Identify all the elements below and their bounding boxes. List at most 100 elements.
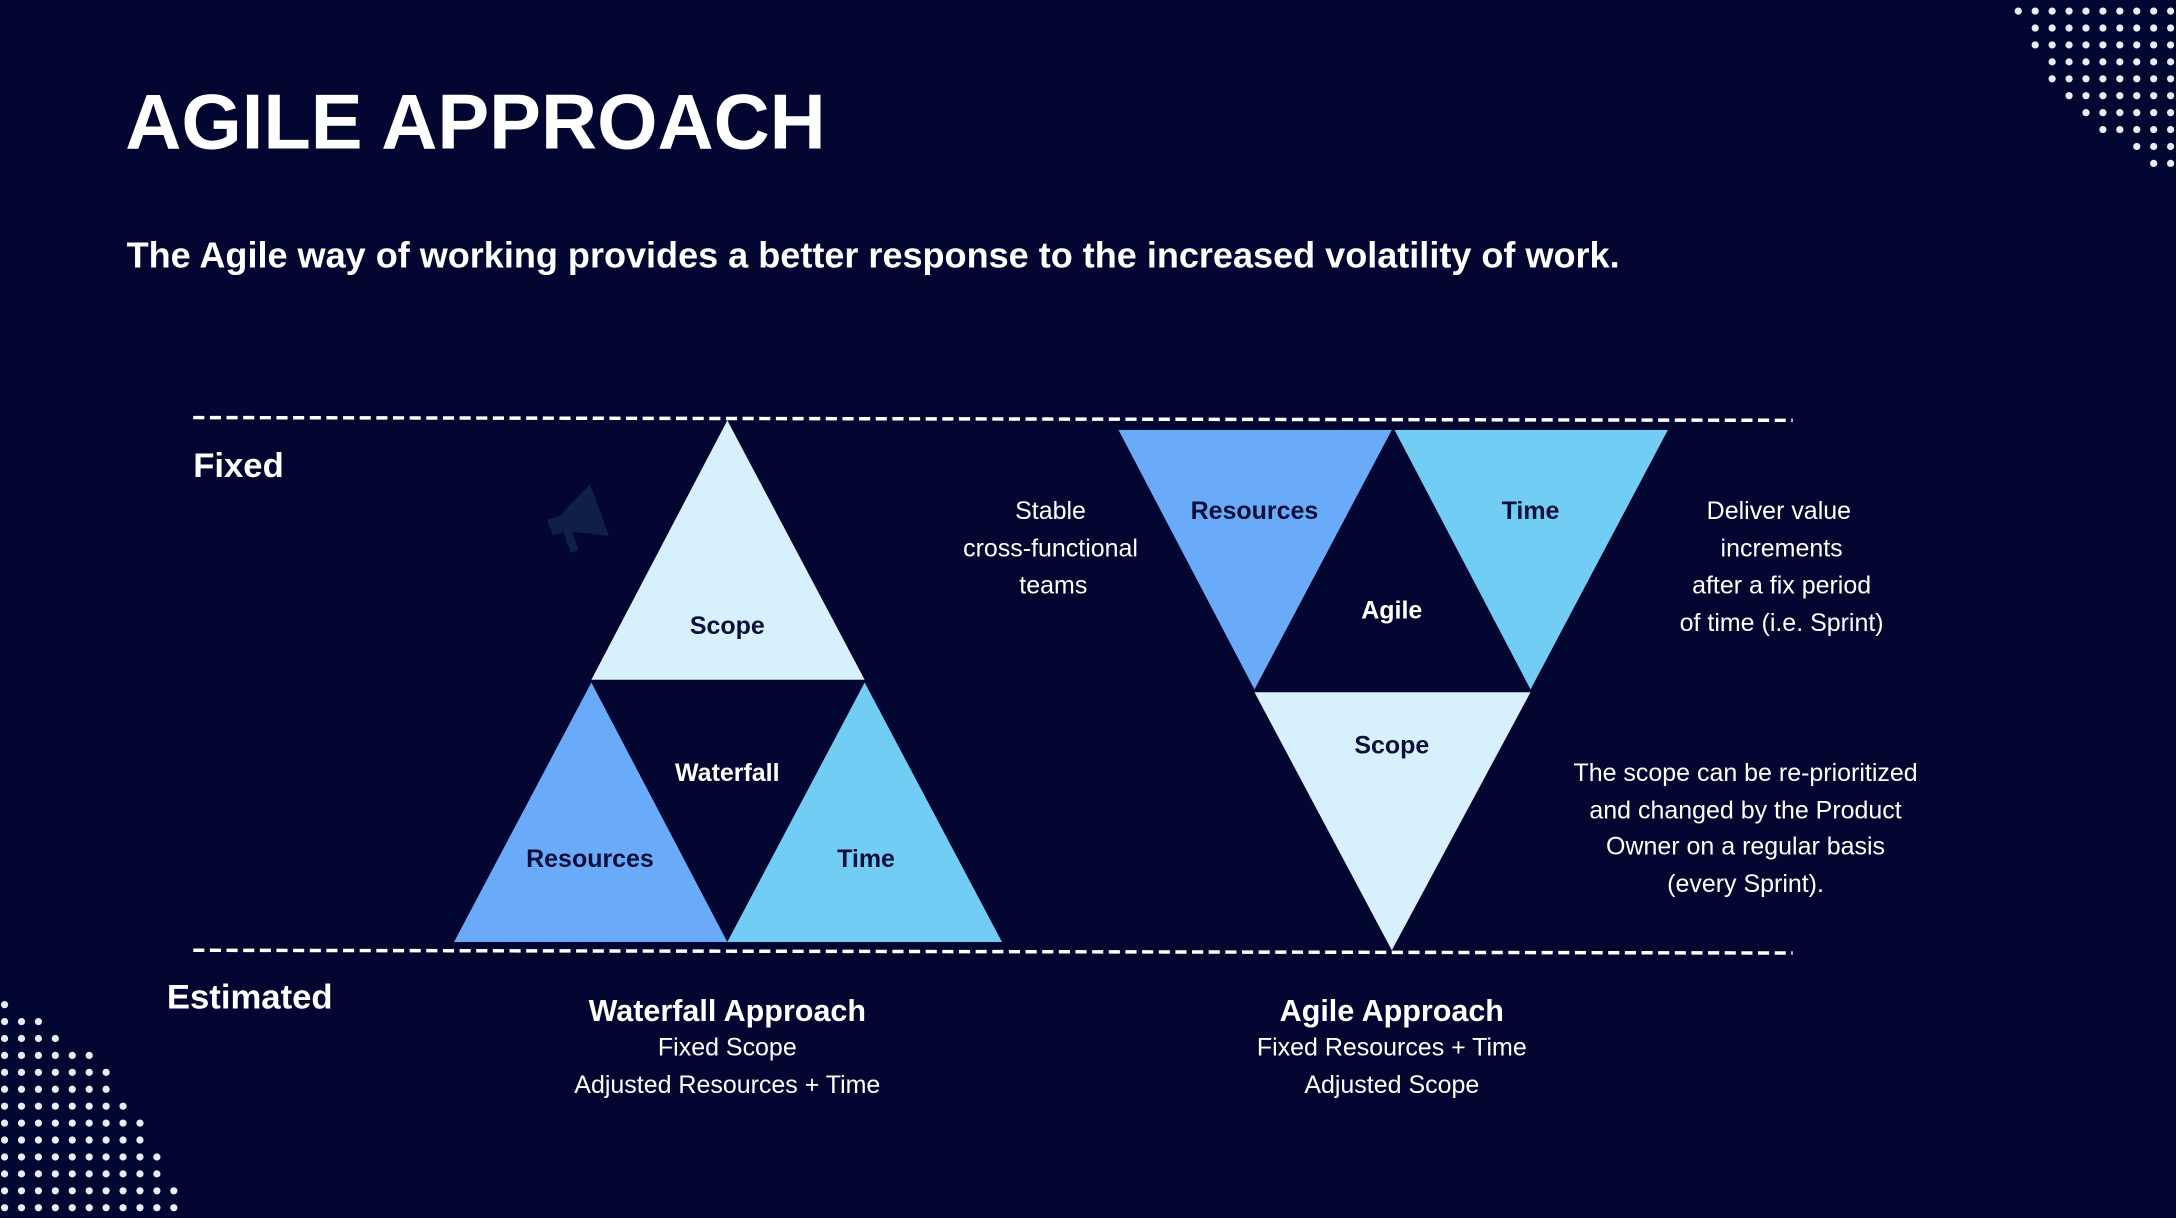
dot [85,1170,93,1178]
dot [2065,75,2073,83]
waterfall-time-triangle [727,682,1002,942]
dot [2150,142,2158,151]
dot [2048,24,2056,32]
dot-pattern-bottom-left [0,1001,178,1212]
dot [2099,109,2107,117]
dot [102,1204,110,1212]
dot [2133,75,2141,83]
dot [136,1170,144,1178]
dot [51,1153,59,1161]
dot [2150,159,2158,168]
dot [34,1136,43,1144]
dot [2166,41,2175,49]
dot [170,1187,178,1195]
dot [2099,41,2107,49]
dot [17,1170,26,1178]
note-line: Owner on a regular basis [1606,833,1885,861]
dot [85,1051,93,1060]
dot [2116,92,2124,100]
dot [34,1170,43,1178]
note-line: Stable [1015,497,1086,525]
dot [0,1204,9,1212]
dot [2166,24,2175,32]
dot [68,1102,76,1110]
dot [51,1102,59,1110]
dot [2150,41,2158,49]
dot [85,1204,93,1212]
note-line: of time (i.e. Sprint) [1680,609,1884,637]
dot [85,1085,93,1093]
megaphone-icon [547,483,610,553]
fixed-divider [193,415,1793,423]
dot [2048,41,2056,49]
dot [51,1204,59,1212]
dot [102,1085,110,1093]
dot [2082,7,2090,15]
note-line: after a fix period [1692,572,1871,600]
dot [17,1068,26,1076]
agile-center-label: Agile [1361,597,1422,625]
dot [2150,125,2158,134]
dot [51,1119,59,1127]
dot [102,1136,110,1144]
agile-caption-line: Fixed Resources + Time [1257,1034,1527,1062]
dot [2166,7,2175,15]
dot [102,1068,110,1076]
dot [0,1001,9,1009]
dot [51,1136,59,1144]
dot [51,1170,59,1178]
dot [2099,92,2107,100]
note-line: The scope can be re-prioritized [1573,759,1917,787]
dot [2082,109,2090,117]
dot [2031,7,2039,15]
note-line: cross-functional [963,534,1138,562]
agile-scope-label: Scope [1354,731,1429,759]
dot [102,1102,110,1110]
dot [170,1204,178,1212]
dot [85,1068,93,1076]
dot [2116,58,2124,66]
note-line: teams [1019,572,1087,600]
waterfall-caption-line: Adjusted Resources + Time [574,1071,880,1099]
dot [2099,75,2107,83]
fixed-label: Fixed [193,447,284,485]
dot [153,1187,161,1195]
dot [68,1204,76,1212]
dot [2166,125,2175,134]
dot [102,1187,110,1195]
dot [2133,41,2141,49]
dot [2166,142,2175,151]
dot [119,1204,127,1212]
dot [0,1153,9,1161]
dot [0,1102,9,1110]
dot [136,1204,144,1212]
agile-resources-label: Resources [1191,497,1319,525]
dot [68,1051,76,1060]
dot [2133,109,2141,117]
page-title: AGILE APPROACH [125,79,826,165]
dot [2082,41,2090,49]
agile-caption-line: Adjusted Scope [1304,1071,1479,1099]
dot [2150,24,2158,32]
dot [51,1187,59,1195]
dot [2082,75,2090,83]
note-line: (every Sprint). [1667,870,1824,898]
dot [68,1187,76,1195]
dot [34,1187,43,1195]
dot [0,1068,9,1076]
dot [153,1170,161,1178]
dot [153,1204,161,1212]
dot [2014,7,2022,15]
dot [51,1051,59,1060]
dot [0,1017,9,1026]
dot [2082,24,2090,32]
dot [2082,58,2090,66]
dot [102,1170,110,1178]
dot [2116,109,2124,117]
dot [102,1153,110,1161]
dot [34,1119,43,1127]
dot [2116,41,2124,49]
dot [119,1136,127,1144]
dot [85,1102,93,1110]
